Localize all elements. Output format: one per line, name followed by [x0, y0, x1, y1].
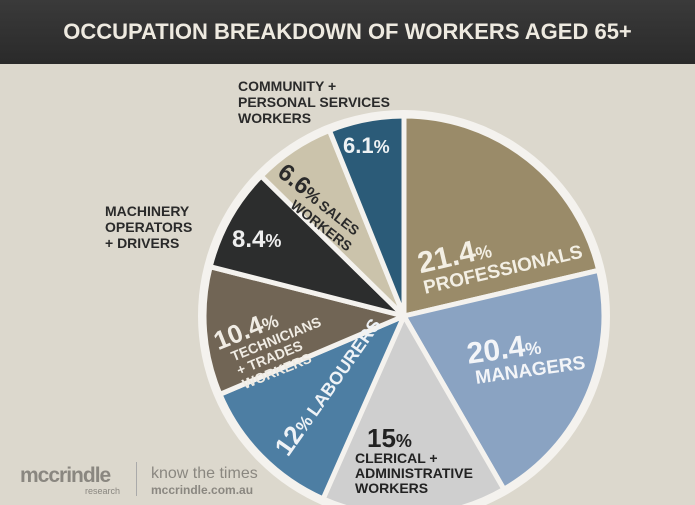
- footer-tagline: know the times mccrindle.com.au: [151, 465, 258, 497]
- label-community: 6.1%: [343, 133, 390, 158]
- label-machinery-name: MACHINERY OPERATORS + DRIVERS: [105, 203, 193, 251]
- label-community-name: COMMUNITY + PERSONAL SERVICES WORKERS: [238, 78, 390, 126]
- mccrindle-logo: mccrindle research: [20, 464, 121, 496]
- pie-slice-professionals: [401, 113, 602, 319]
- footer-url: mccrindle.com.au: [151, 483, 254, 497]
- page-title: OCCUPATION BREAKDOWN OF WORKERS AGED 65+: [0, 0, 695, 64]
- label-clerical: 15% CLERICAL + ADMINISTRATIVE WORKERS: [355, 423, 473, 496]
- label-machinery: 8.4%: [232, 226, 282, 253]
- footer-divider: [136, 462, 137, 496]
- pie-slice-technicians-trades-workers: [201, 264, 407, 397]
- pie-slice-labourers: [217, 313, 407, 502]
- pie-slice-managers: [401, 267, 607, 492]
- pie-slice-community-personal-services-workers: [326, 113, 407, 319]
